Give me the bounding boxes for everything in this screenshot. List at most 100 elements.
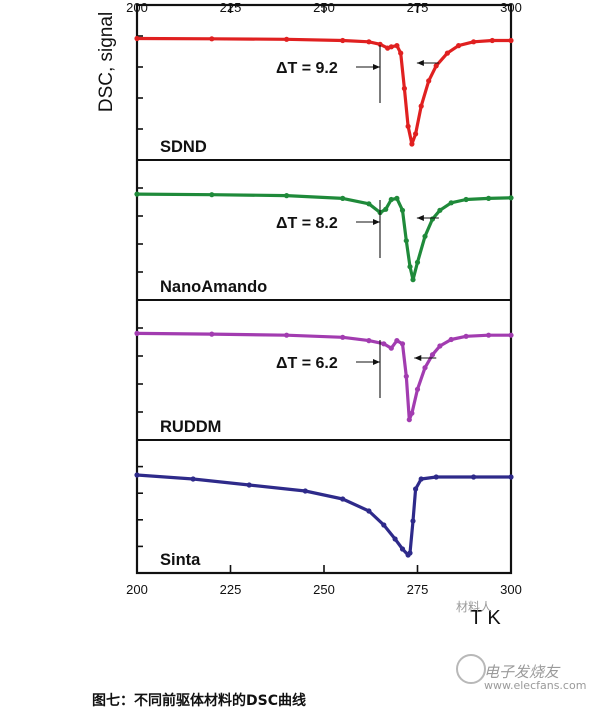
data-point: [134, 35, 140, 42]
data-point: [410, 277, 416, 283]
data-point: [366, 508, 372, 514]
x-tick-label: 250: [313, 582, 335, 597]
data-point: [284, 193, 290, 199]
data-point: [340, 496, 346, 502]
data-point: [429, 216, 436, 222]
watermark-logo-icon: [456, 654, 486, 684]
x-tick-label-top: 275: [407, 0, 429, 15]
data-point: [422, 233, 428, 239]
data-point: [422, 365, 428, 371]
data-point: [388, 44, 394, 50]
data-point: [394, 195, 400, 201]
data-point: [486, 195, 492, 201]
data-point: [190, 476, 196, 482]
data-point: [448, 200, 454, 206]
x-tick-label: 200: [126, 582, 148, 597]
data-point: [399, 207, 406, 213]
arrowhead-left: [373, 64, 380, 70]
watermark-brand: 电子发烧友: [484, 663, 560, 681]
data-point: [366, 201, 372, 207]
x-tick-label-top: 250: [313, 0, 335, 15]
data-point: [429, 352, 436, 358]
panel-sinta: Sinta: [134, 472, 514, 569]
data-point: [437, 207, 443, 213]
data-point: [508, 195, 514, 201]
data-point: [246, 482, 252, 488]
x-tick-label: 225: [220, 582, 242, 597]
data-point: [486, 332, 492, 338]
data-point: [508, 474, 514, 480]
data-point: [302, 488, 308, 494]
data-point: [209, 192, 215, 198]
data-point: [414, 386, 421, 392]
delta-t-label: ΔT = 9.2: [276, 60, 338, 77]
x-tick-label-top: 200: [126, 0, 148, 15]
data-point: [405, 123, 411, 129]
x-tick-label: 275: [407, 582, 429, 597]
x-tick-label-top: 225: [220, 0, 242, 15]
data-point: [437, 343, 443, 349]
series-line: [135, 192, 513, 282]
arrowhead-left: [373, 359, 380, 365]
panel-nanoamando: NanoAmando ΔT = 8.2: [134, 191, 514, 296]
sample-label: NanoAmando: [160, 278, 267, 296]
data-point: [394, 43, 400, 49]
arrowhead-right: [416, 60, 424, 66]
data-point: [340, 195, 346, 201]
data-point: [209, 36, 215, 42]
data-point: [134, 191, 140, 197]
data-point: [413, 486, 419, 492]
data-point: [448, 336, 454, 343]
data-point: [456, 43, 462, 49]
data-point: [409, 410, 415, 416]
y-axis-label: DSC, signal: [96, 12, 117, 112]
data-point: [471, 474, 477, 480]
data-point: [463, 333, 469, 339]
data-point: [366, 39, 372, 45]
panel-sdnd: SDND ΔT = 9.2: [134, 35, 514, 156]
data-point: [471, 39, 477, 45]
panel-ruddm: RUDDM ΔT = 6.2: [134, 330, 514, 436]
axes-frame: 200 200 225 225 250 250 275 275 300 300: [126, 0, 522, 597]
sample-label: RUDDM: [160, 418, 221, 436]
sample-label: Sinta: [160, 551, 201, 569]
watermark-top: 材料人: [456, 600, 493, 614]
data-point: [383, 206, 389, 212]
panels-group: SDND ΔT = 9.2 NanoAmando ΔT = 8.2 RUDDM ΔT = …: [134, 35, 514, 569]
data-point: [418, 103, 424, 109]
data-point: [413, 131, 419, 137]
data-point: [403, 238, 409, 244]
data-point: [340, 334, 346, 340]
data-point: [381, 341, 387, 347]
data-point: [392, 536, 398, 542]
data-point: [426, 78, 432, 84]
data-point: [410, 518, 416, 524]
x-axis-label: T K: [470, 607, 501, 629]
figure-caption: 图七：不同前驱体材料的DSC曲线: [92, 693, 306, 709]
data-point: [134, 330, 140, 336]
data-point: [489, 37, 495, 44]
series-line: [135, 36, 513, 146]
arrowhead-left: [373, 219, 380, 225]
data-point: [463, 196, 469, 203]
data-point: [407, 550, 413, 556]
data-point: [418, 476, 424, 482]
data-point: [388, 196, 394, 203]
data-point: [209, 331, 215, 337]
data-point: [394, 338, 400, 344]
data-point: [284, 36, 290, 42]
data-point: [409, 141, 415, 147]
arrowhead-right: [416, 215, 424, 221]
x-tick-label: 300: [500, 582, 522, 597]
arrowhead-right: [414, 355, 422, 361]
data-point: [377, 41, 383, 47]
series-line: [135, 473, 513, 557]
data-point: [134, 472, 140, 478]
data-point: [508, 332, 514, 338]
data-point: [399, 546, 406, 552]
sample-label: SDND: [160, 138, 207, 156]
data-point: [398, 50, 404, 56]
data-point: [399, 341, 406, 347]
data-point: [284, 332, 290, 338]
